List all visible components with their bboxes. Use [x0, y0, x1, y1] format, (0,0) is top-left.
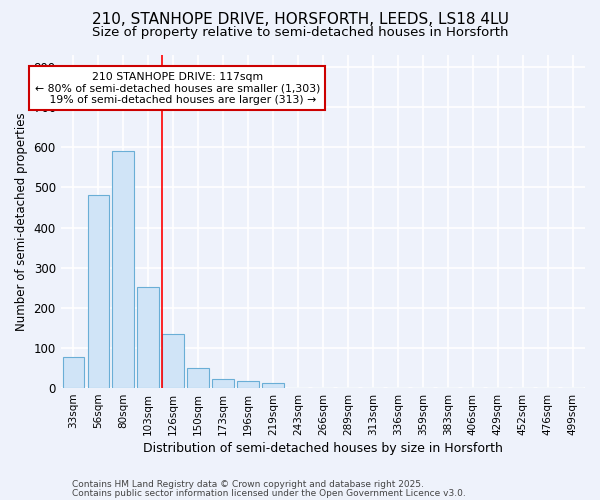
Y-axis label: Number of semi-detached properties: Number of semi-detached properties — [15, 112, 28, 331]
Text: Contains public sector information licensed under the Open Government Licence v3: Contains public sector information licen… — [72, 490, 466, 498]
Bar — [88, 196, 109, 388]
X-axis label: Distribution of semi-detached houses by size in Horsforth: Distribution of semi-detached houses by … — [143, 442, 503, 455]
Bar — [212, 379, 233, 388]
Bar — [112, 152, 134, 388]
Bar — [62, 357, 84, 388]
Text: 210, STANHOPE DRIVE, HORSFORTH, LEEDS, LS18 4LU: 210, STANHOPE DRIVE, HORSFORTH, LEEDS, L… — [91, 12, 509, 28]
Text: 210 STANHOPE DRIVE: 117sqm
← 80% of semi-detached houses are smaller (1,303)
   : 210 STANHOPE DRIVE: 117sqm ← 80% of semi… — [35, 72, 320, 104]
Bar — [238, 381, 259, 388]
Text: Size of property relative to semi-detached houses in Horsforth: Size of property relative to semi-detach… — [92, 26, 508, 39]
Bar — [163, 334, 184, 388]
Bar — [262, 384, 284, 388]
Bar — [187, 368, 209, 388]
Text: Contains HM Land Registry data © Crown copyright and database right 2025.: Contains HM Land Registry data © Crown c… — [72, 480, 424, 489]
Bar — [137, 287, 158, 388]
